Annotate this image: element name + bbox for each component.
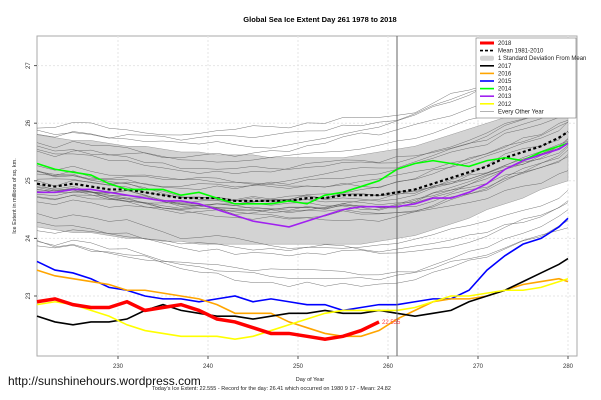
other-year-line (36, 170, 569, 215)
chart-title: Global Sea Ice Extent Day 261 1978 to 20… (243, 15, 396, 24)
legend-label: 2012 (498, 102, 512, 108)
other-years-lines (36, 41, 569, 287)
legend-swatch (480, 55, 494, 61)
x-tick-label: 270 (473, 364, 484, 370)
other-year-line (36, 95, 569, 188)
x-tick-label: 240 (203, 364, 214, 370)
series-line-2014 (36, 142, 569, 205)
other-year-line (36, 220, 569, 287)
legend-label: 2015 (498, 79, 512, 85)
series-line-2013 (37, 142, 569, 228)
blog-url[interactable]: http://sunshinehours.wordpress.com (8, 374, 201, 388)
y-tick-label: 23 (26, 292, 32, 299)
legend-label: 2017 (498, 64, 512, 70)
legend-label: 2013 (498, 94, 512, 100)
y-axis-ticks: 23 24 25 26 27 (26, 62, 37, 299)
other-year-line (36, 101, 569, 170)
other-year-line (36, 120, 569, 189)
y-axis-label: Ice Extent in millions of sq. km. (12, 158, 18, 234)
footer-summary: Today's Ice Extent: 22.555 - Record for … (152, 386, 391, 392)
other-year-line (36, 202, 569, 257)
legend-label: 2014 (498, 87, 512, 93)
series-line-2012 (36, 277, 569, 341)
series-line-2017 (36, 257, 569, 326)
y-tick-label: 27 (26, 62, 32, 69)
std-dev-band (36, 96, 569, 245)
legend-label: 2018 (498, 41, 512, 47)
x-tick-label: 280 (563, 364, 574, 370)
series-line-2018 (36, 297, 380, 341)
other-year-line (36, 149, 569, 222)
other-year-line (36, 140, 569, 214)
other-year-line (36, 99, 569, 174)
other-year-line (36, 112, 569, 190)
legend-label: 1 Standard Deviation From Mean (498, 56, 586, 62)
other-year-line (36, 142, 569, 204)
other-year-line (36, 227, 569, 281)
x-tick-label: 230 (113, 364, 124, 370)
other-year-line (36, 121, 569, 204)
y-tick-label: 24 (26, 234, 32, 241)
x-tick-label: 260 (383, 364, 394, 370)
y-tick-label: 25 (26, 177, 32, 184)
x-axis-label: Day of Year (296, 377, 325, 383)
other-year-line (36, 145, 569, 211)
current-value-label: 22.555 (382, 320, 401, 326)
other-year-line (36, 200, 569, 253)
other-year-line (36, 209, 569, 276)
y-tick-label: 26 (26, 119, 32, 126)
x-tick-label: 250 (293, 364, 304, 370)
highlighted-series (36, 130, 569, 341)
legend-label: Every Other Year (498, 109, 544, 115)
other-year-line (36, 190, 569, 251)
legend-label: 2016 (498, 71, 512, 77)
std-dev-band-area (36, 96, 569, 245)
x-axis-ticks: 230 240 250 260 270 280 (113, 356, 574, 370)
legend-label: Mean 1981-2010 (498, 49, 544, 55)
